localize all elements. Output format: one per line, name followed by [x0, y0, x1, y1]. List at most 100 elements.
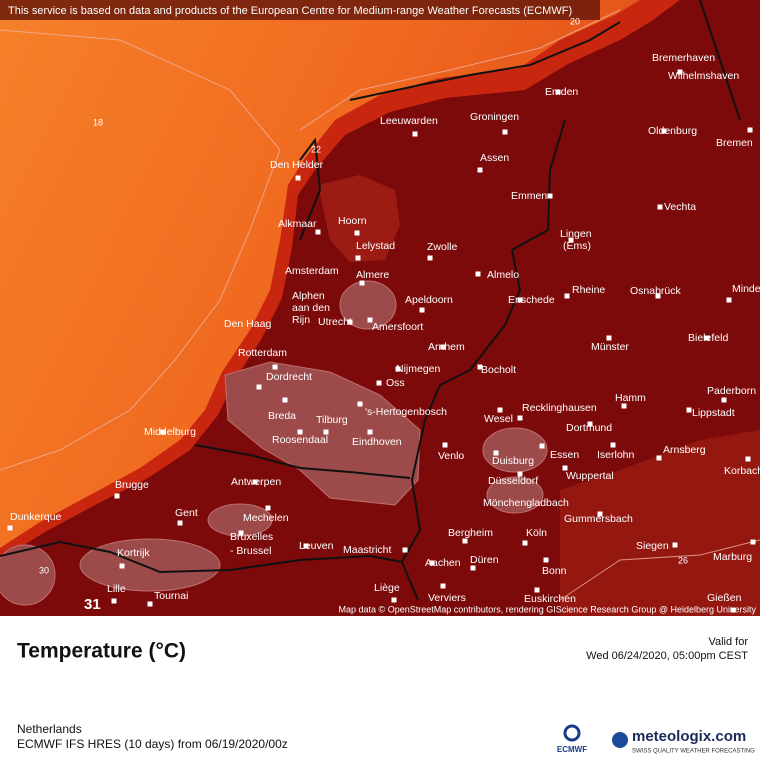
city-label: Iserlohn [597, 449, 635, 461]
contour-label: 20 [570, 16, 580, 26]
city-label: Rheine [572, 284, 605, 296]
city-marker [727, 298, 732, 303]
city-label: Emmen [511, 190, 547, 202]
contour-label: 18 [93, 117, 103, 127]
city-label: Marburg [713, 551, 752, 563]
city-marker [403, 548, 408, 553]
city-label: Middelburg [144, 426, 196, 438]
region: Netherlands [17, 722, 82, 736]
city-marker [316, 230, 321, 235]
city-label: Leeuwarden [380, 115, 438, 127]
city-label: Amsterdam [285, 265, 339, 277]
city-label: Paderborn [707, 385, 756, 397]
city-label: Tilburg [316, 414, 348, 426]
city-label: Utrecht [318, 316, 352, 328]
valid-label: Valid for [708, 636, 748, 648]
city-label: Münster [591, 341, 629, 353]
city-marker [420, 308, 425, 313]
city-label: Bremen [716, 137, 753, 149]
city-label: Eindhoven [352, 436, 402, 448]
city-label: Bremerhaven [652, 52, 715, 64]
city-label: Leuven [299, 540, 334, 552]
city-label: Lille [107, 583, 126, 595]
city-label: Tournai [154, 590, 188, 602]
city-label: Breda [268, 410, 296, 422]
city-label: Assen [480, 152, 509, 164]
city-label: Bergheim [448, 527, 493, 539]
ecmwf-logo: ECMWF [557, 745, 587, 754]
contour-label: 26 [678, 555, 688, 565]
city-label: Dunkerque [10, 511, 62, 523]
city-label: Wuppertal [566, 470, 614, 482]
city-marker [413, 132, 418, 137]
city-marker [178, 521, 183, 526]
city-label: Aachen [425, 557, 461, 569]
city-label: Wesel [484, 413, 513, 425]
city-label: Venlo [438, 450, 464, 462]
city-label: Gießen [707, 592, 742, 604]
city-label: Mechelen [243, 512, 289, 524]
city-marker [358, 402, 363, 407]
city-label: Dortmund [566, 422, 612, 434]
city-label: Lingen [560, 228, 592, 240]
city-marker [296, 176, 301, 181]
city-marker [377, 381, 382, 386]
city-label: Rijn [292, 314, 310, 326]
city-label: Oss [386, 377, 405, 389]
city-label: Zwolle [427, 241, 458, 253]
city-label: Maastricht [343, 544, 392, 556]
city-marker [748, 128, 753, 133]
city-label: Roosendaal [272, 434, 328, 446]
city-label: Düsseldorf [488, 475, 538, 487]
city-label: 's-Hertogenbosch [365, 406, 447, 418]
city-label: Arnhem [428, 341, 465, 353]
city-marker [443, 443, 448, 448]
city-label: Gent [175, 507, 198, 519]
city-marker [544, 558, 549, 563]
city-marker [751, 540, 756, 545]
city-label: Liège [374, 582, 400, 594]
city-label: aan den [292, 302, 330, 314]
city-marker [611, 443, 616, 448]
city-marker [428, 256, 433, 261]
city-marker [266, 506, 271, 511]
city-marker [120, 564, 125, 569]
city-marker [148, 602, 153, 607]
city-marker [673, 543, 678, 548]
city-label: Vechta [664, 201, 696, 213]
city-marker [565, 294, 570, 299]
city-label: Almere [356, 269, 389, 281]
city-marker [503, 130, 508, 135]
city-marker [540, 444, 545, 449]
city-label: Arnsberg [663, 444, 706, 456]
city-marker [471, 566, 476, 571]
footer: Netherlands ECMWF IFS HRES (10 days) fro… [17, 722, 755, 754]
ecmwf-icon [565, 726, 579, 740]
city-marker [523, 541, 528, 546]
tagline: SWISS QUALITY WEATHER FORECASTING [632, 749, 755, 755]
contour-label: 22 [311, 144, 321, 154]
city-marker [112, 599, 117, 604]
city-label: Lelystad [356, 240, 395, 252]
city-marker [657, 456, 662, 461]
city-marker [535, 588, 540, 593]
city-marker [463, 539, 468, 544]
city-label: Siegen [636, 540, 669, 552]
city-label: Hamm [615, 392, 646, 404]
city-marker [441, 584, 446, 589]
city-label: Alkmaar [278, 218, 317, 230]
city-label: Euskirchen [524, 593, 576, 605]
legend: Temperature (°C) Valid for Wed 06/24/202… [17, 636, 748, 663]
city-label: Mönchengladbach [483, 497, 569, 509]
city-label: Duisburg [492, 455, 534, 467]
city-marker [518, 416, 523, 421]
city-label: Rotterdam [238, 347, 287, 359]
map: This service is based on data and produc… [0, 0, 760, 616]
city-label: Bonn [542, 565, 567, 577]
legend-title: Temperature (°C) [17, 640, 186, 663]
city-label: Oldenburg [648, 125, 697, 137]
city-marker [273, 365, 278, 370]
city-marker [498, 408, 503, 413]
city-marker [478, 168, 483, 173]
city-label: Recklinghausen [522, 402, 597, 414]
